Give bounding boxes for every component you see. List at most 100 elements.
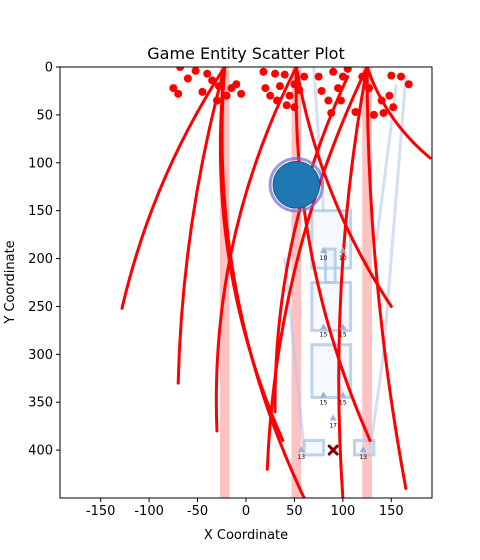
unit-label: 13 <box>359 454 367 461</box>
red-entity-point <box>379 108 388 117</box>
red-entity-point <box>222 91 231 100</box>
red-entity-point <box>271 69 280 78</box>
unit-marker <box>359 446 367 453</box>
red-entity-point <box>275 82 284 91</box>
red-entity-point <box>176 67 185 71</box>
red-entity-point <box>198 87 207 96</box>
projectile-arc <box>176 67 227 385</box>
unit-marker <box>329 414 337 421</box>
red-entity-point <box>317 86 326 95</box>
x-tick-label: 150 <box>379 504 404 519</box>
x-tick-label: 50 <box>286 504 303 519</box>
red-entity-point <box>295 85 304 94</box>
structure-box <box>353 439 376 457</box>
plot-area: 10 10 15 15 15 15 17 13 13 <box>120 67 432 498</box>
red-entity-point <box>334 84 343 93</box>
red-entity-point <box>351 108 360 117</box>
red-entity-point <box>214 82 223 91</box>
projectile-arc <box>365 67 408 490</box>
red-entity-point <box>237 89 246 98</box>
x-tick-label: 100 <box>330 504 355 519</box>
y-tick-label: 200 <box>28 252 53 267</box>
red-entity-point <box>336 96 345 105</box>
red-entity-point <box>369 110 378 119</box>
unit-marker <box>297 446 305 453</box>
red-entity-point <box>282 101 291 110</box>
unit-marker <box>320 391 327 398</box>
unit-label: 15 <box>339 332 347 339</box>
x-tick-label: -50 <box>187 504 208 519</box>
unit-label: 13 <box>297 454 305 461</box>
red-entity-point <box>285 91 294 100</box>
chart-title: Game Entity Scatter Plot <box>147 44 344 63</box>
unit-marker <box>320 246 327 253</box>
red-entity-point <box>290 103 299 112</box>
red-entity-point <box>397 72 405 81</box>
projectile-arc <box>273 75 350 414</box>
y-tick-label: 350 <box>28 396 53 411</box>
red-entity-point <box>280 70 289 79</box>
red-entity-point <box>174 89 183 98</box>
hero-unit <box>272 161 321 209</box>
unit-label: 10 <box>320 255 328 262</box>
x-tick-label: -150 <box>86 504 116 519</box>
y-tick-label: 50 <box>36 108 53 123</box>
red-entity-point <box>377 96 386 105</box>
unit-marker <box>339 391 347 398</box>
projectile-arc <box>365 67 432 160</box>
x-axis-label: X Coordinate <box>204 528 288 543</box>
unit-marker <box>320 323 327 330</box>
red-entity-point <box>261 84 270 93</box>
red-entity-point <box>300 72 309 81</box>
red-entity-point <box>169 84 178 93</box>
red-entity-point <box>259 67 268 76</box>
red-entity-point <box>365 84 374 93</box>
red-entity-point <box>290 80 299 89</box>
y-axis: 0 50 100 150 200 250 300 350 400 <box>28 61 60 459</box>
hero-ring <box>268 157 325 213</box>
red-entity-point <box>183 74 192 83</box>
red-entity-point <box>404 80 413 89</box>
red-entity-point <box>212 96 221 105</box>
y-tick-label: 250 <box>28 300 53 315</box>
red-entity-point <box>208 76 217 85</box>
structure-line <box>283 257 306 452</box>
projectile-arc <box>294 67 393 308</box>
red-entity-point <box>273 96 281 105</box>
structure-box <box>310 343 353 399</box>
red-entity-point <box>387 71 396 80</box>
projectile-arc <box>220 67 306 498</box>
structure-box <box>323 247 337 285</box>
projectile-arc <box>294 67 372 443</box>
red-entity-point <box>324 96 333 105</box>
x-marker <box>327 444 339 456</box>
y-tick-label: 150 <box>28 204 53 219</box>
projectile-arc <box>214 67 298 433</box>
structure-line <box>375 84 398 241</box>
projectile-arc <box>337 67 369 498</box>
projectile-arc <box>265 67 369 471</box>
unit-label: 17 <box>329 423 337 430</box>
projectile-arc <box>120 67 227 310</box>
x-tick-label: -100 <box>134 504 164 519</box>
y-tick-label: 300 <box>28 348 53 363</box>
red-entity-point <box>358 72 367 81</box>
red-entity-point <box>343 67 352 73</box>
red-entity-point <box>329 67 338 76</box>
unit-label: 15 <box>339 400 347 407</box>
unit-label: 15 <box>320 332 328 339</box>
unit-marker <box>339 246 347 253</box>
y-tick-label: 100 <box>28 156 53 171</box>
red-entity-point <box>385 91 394 100</box>
red-entity-point <box>314 72 323 81</box>
red-entity-point <box>191 67 200 75</box>
red-entity-point <box>338 72 347 81</box>
structure-line <box>382 75 408 356</box>
y-tick-label: 0 <box>45 61 53 76</box>
lane-band <box>362 67 372 498</box>
structure-line <box>368 352 386 452</box>
red-entity-point <box>327 108 336 117</box>
unit-label: 15 <box>320 400 328 407</box>
structure-box <box>302 439 325 457</box>
